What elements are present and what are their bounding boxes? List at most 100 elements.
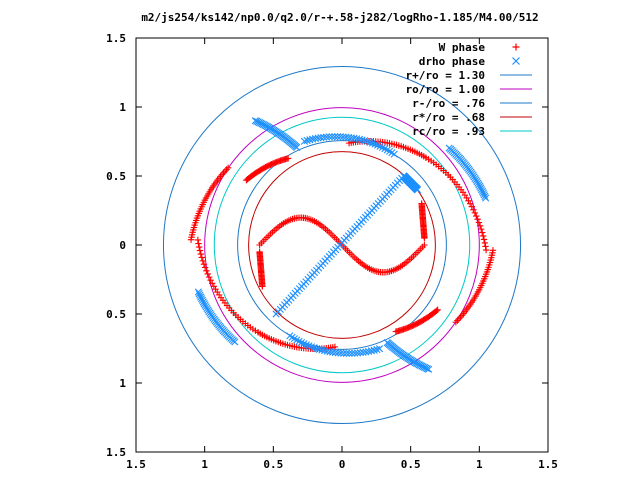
drho-phase-point [300,137,309,145]
y-tick-label: 1.5 [106,32,126,45]
w-phase-point [204,270,211,278]
drho-phase-point [325,133,333,141]
w-phase-point [480,236,488,243]
w-phase-point [489,247,497,254]
y-tick-label: 1 [119,101,126,114]
drho-phase-point [331,133,339,141]
drho-phase-point [313,344,321,353]
drho-phase-point [306,136,314,144]
drho-phase-point [320,347,329,355]
w-phase-point [331,343,339,351]
chart-title: m2/js254/ks142/np0.0/q2.0/r-+.58-j282/lo… [141,11,538,24]
circle-ro-ro-1-00 [204,107,480,383]
x-tick-label: 0.5 [401,458,421,471]
drho-phase-point [361,137,369,145]
circle-rc-ro-93 [213,116,471,374]
data-markers [187,117,497,373]
legend-label: r+/ro = 1.30 [406,69,485,82]
w-phase-point [479,232,487,240]
drho-phase-point [315,345,323,353]
legend-label: ro/ro = 1.00 [406,83,485,96]
w-phase-point [197,250,205,258]
drho-phase-point [311,134,319,143]
w-phase-point [476,222,484,229]
w-phase-point [433,307,440,314]
x-tick-label: 1 [201,458,208,471]
drho-phase-point [342,133,350,141]
drho-phase-point [336,133,344,141]
w-phase-point [418,200,425,207]
w-phase-point [200,261,208,268]
drho-phase-point [317,134,325,142]
drho-phase-point [348,349,356,357]
y-tick-label: 0 [119,239,126,252]
w-phase-point [477,225,485,233]
w-phase-point [474,216,481,223]
drho-phase-point [307,343,316,351]
w-phase-point [244,176,251,183]
x-tick-label: 1.5 [126,458,146,471]
y-tick-label: 0.5 [106,170,126,183]
y-tick-label: 0.5 [106,308,126,321]
w-phase-point [187,236,195,243]
w-phase-point [482,243,489,250]
drho-phase-point [413,186,422,194]
drho-phase-point [337,349,345,357]
w-phase-point [421,241,428,249]
drho-phase-point [366,138,374,146]
w-phase-point [481,239,489,247]
w-phase-point [259,283,266,290]
drho-phase-point [363,137,371,146]
legend-label: r*/ro = .68 [412,111,485,124]
drho-phase-point [368,139,377,147]
x-tick-label: 0.5 [263,458,283,471]
drho-phase-point [334,349,342,357]
legend-label: r-/ro = .76 [412,97,485,110]
drho-phase-point [309,135,317,143]
reference-circles [162,65,522,425]
w-phase-point [345,139,353,147]
drho-phase-point [333,133,342,141]
y-tick-label: 1 [119,377,126,390]
w-phase-point [479,229,486,236]
w-phase-point [195,240,202,247]
w-phase-point [475,219,483,226]
circle-r-ro-1-30 [162,65,522,425]
w-phase-point [199,257,207,265]
legend-sample-marker [512,57,520,65]
drho-phase-point [251,117,259,125]
w-phase-point [198,254,205,261]
x-tick-label: 0 [339,458,346,471]
drho-phase-point [328,133,336,141]
w-phase-point [205,273,213,281]
drho-phase-point [355,135,364,143]
legend-label: drho phase [419,55,486,68]
legend-label: rc/ro = .93 [412,125,485,138]
drho-phase-point [340,349,348,357]
w-phase-point [471,209,479,217]
w-phase-point [207,277,214,284]
drho-phase-point [314,134,322,142]
w-phase-point [194,236,202,244]
legend-sample-marker [512,43,520,51]
drho-phase-point [445,144,453,152]
drho-phase-point [342,349,351,357]
drho-phase-point [339,133,347,141]
drho-phase-point [345,349,353,357]
w-phase-point [482,246,490,254]
w-phase-point [195,243,203,251]
drho-phase-point [362,348,370,356]
y-tick-label: 1.5 [106,446,126,459]
drho-phase-point [351,349,359,357]
legend-label: W phase [439,41,486,54]
x-tick-label: 1 [476,458,483,471]
drho-phase-point [358,136,366,144]
w-phase-point [473,212,480,220]
w-phase-point [434,306,441,314]
w-phase-point [243,176,250,184]
circle-r-ro-76 [237,140,447,350]
w-phase-point [203,267,210,274]
w-phase-point [470,206,477,213]
